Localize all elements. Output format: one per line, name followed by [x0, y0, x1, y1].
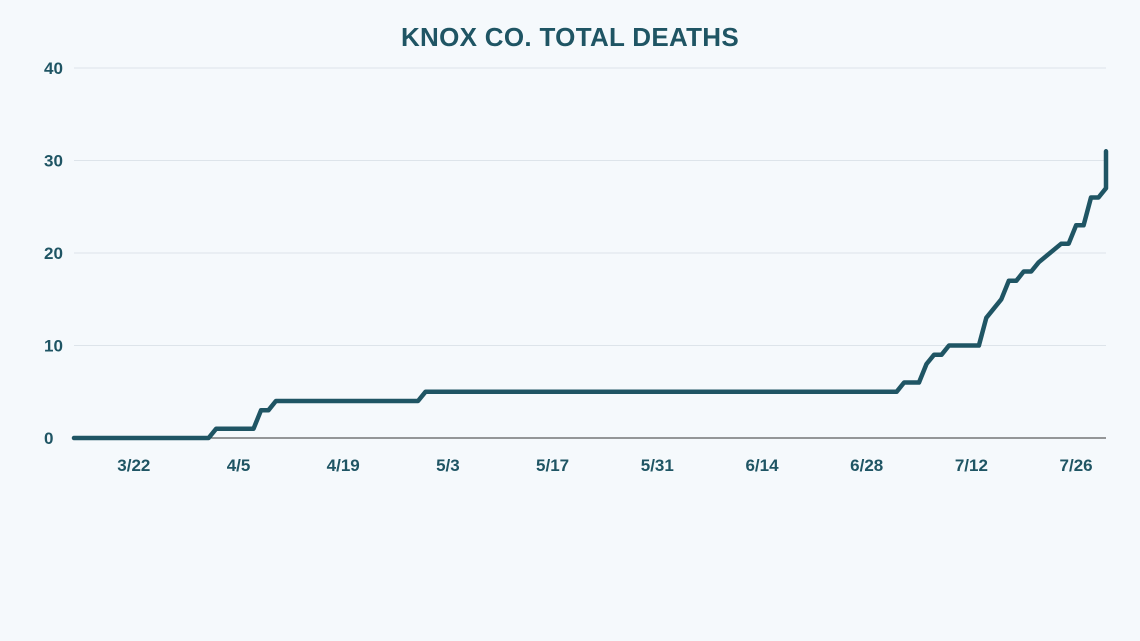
chart-title: KNOX CO. TOTAL DEATHS: [400, 22, 740, 52]
x-tick-label: 4/5: [227, 456, 251, 475]
series-line: [71, 149, 1109, 441]
x-tick-label: 3/22: [117, 456, 150, 475]
x-tick-label: 6/14: [745, 456, 779, 475]
x-tick-label: 7/12: [955, 456, 988, 475]
x-tick-label: 5/3: [436, 456, 460, 475]
x-tick-label: 5/31: [641, 456, 674, 475]
y-tick-label: 40: [44, 59, 63, 78]
x-tick-label: 7/26: [1060, 456, 1093, 475]
x-tick-label: 6/28: [850, 456, 883, 475]
x-tick-label: 4/19: [327, 456, 360, 475]
y-tick-label: 0: [44, 429, 53, 448]
y-tick-label: 30: [44, 152, 63, 171]
y-tick-label: 20: [44, 244, 63, 263]
x-tick-label: 5/17: [536, 456, 569, 475]
y-tick-label: 10: [44, 337, 63, 356]
